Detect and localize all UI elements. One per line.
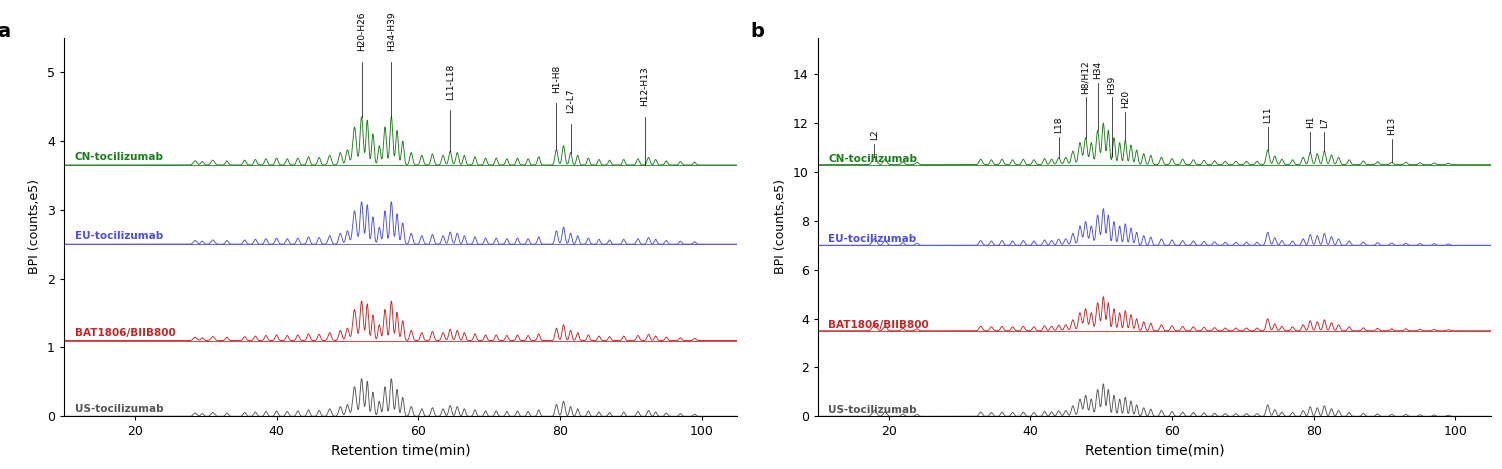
Text: L2: L2 (870, 129, 879, 140)
Text: H34-H39: H34-H39 (388, 12, 397, 52)
Text: a: a (0, 23, 11, 41)
Text: H34: H34 (1093, 61, 1102, 79)
Text: H13: H13 (1388, 117, 1397, 136)
Text: L11: L11 (1263, 106, 1272, 123)
Text: H39: H39 (1107, 76, 1116, 94)
Text: H8/H12: H8/H12 (1081, 60, 1090, 94)
Text: BAT1806/BIIB800: BAT1806/BIIB800 (829, 320, 930, 330)
Text: L7: L7 (1320, 117, 1329, 128)
Text: L2-L7: L2-L7 (566, 89, 575, 113)
Text: b: b (751, 23, 765, 41)
Text: BAT1806/BIIB800: BAT1806/BIIB800 (75, 328, 176, 338)
Text: CN-tocilizumab: CN-tocilizumab (75, 152, 164, 162)
Text: L18: L18 (1054, 116, 1063, 133)
Text: H20: H20 (1120, 91, 1130, 108)
X-axis label: Retention time(min): Retention time(min) (330, 444, 470, 458)
Text: H20-H26: H20-H26 (357, 12, 366, 52)
Text: EU-tocilizumab: EU-tocilizumab (75, 231, 162, 242)
Text: H12-H13: H12-H13 (640, 67, 649, 106)
Y-axis label: BPI (counts,e5): BPI (counts,e5) (775, 180, 787, 274)
Text: US-tocilizumab: US-tocilizumab (75, 403, 164, 414)
Y-axis label: BPI (counts,e5): BPI (counts,e5) (29, 180, 42, 274)
Text: CN-tocilizumab: CN-tocilizumab (829, 154, 918, 164)
X-axis label: Retention time(min): Retention time(min) (1084, 444, 1224, 458)
Text: US-tocilizumab: US-tocilizumab (829, 405, 918, 416)
Text: H1-H8: H1-H8 (551, 64, 560, 93)
Text: H1: H1 (1305, 115, 1314, 128)
Text: L11-L18: L11-L18 (446, 63, 455, 99)
Text: EU-tocilizumab: EU-tocilizumab (829, 234, 916, 244)
